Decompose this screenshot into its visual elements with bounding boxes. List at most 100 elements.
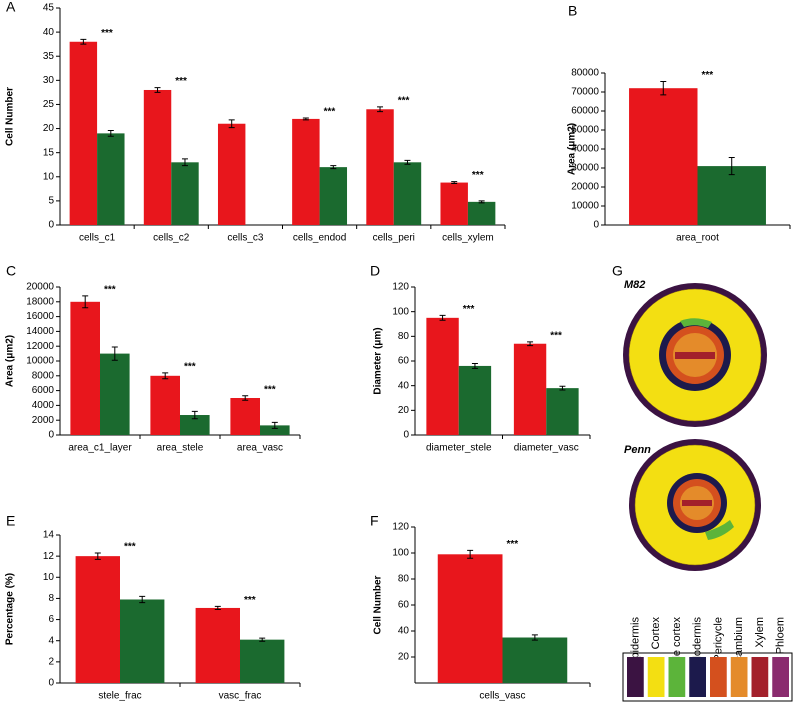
x-tick-label: area_vasc [237,443,283,454]
y-tick-label: 18000 [26,296,54,307]
significance: *** [702,70,714,81]
y-tick-label: 20000 [26,282,54,293]
bar [440,182,468,225]
bar [697,166,766,225]
error-bar [660,81,667,96]
bar [100,353,130,435]
y-tick-label: 4 [48,635,54,646]
bar [171,162,199,225]
y-tick-label: 120 [392,282,409,293]
y-tick-label: 14 [43,530,55,541]
y-tick-label: 60000 [571,106,599,117]
y-tick-label: 80 [398,574,410,585]
x-tick-label: area_stele [157,443,204,454]
bar [120,599,165,683]
bar [97,133,125,225]
bar [546,388,579,435]
error-bar [471,362,478,369]
error-bar [154,87,161,93]
y-tick-label: 100 [392,548,409,559]
y-tick-label: 8000 [32,370,55,381]
y-tick-label: 80 [398,331,410,342]
y-tick-label: 10 [43,572,55,583]
legend-swatch [730,657,748,697]
legend-swatch [772,657,789,697]
y-tick-label: 70000 [571,87,599,98]
significance: *** [184,361,196,372]
panel-label: G [612,263,623,279]
panel-label: E [6,513,15,529]
bar [426,317,459,435]
error-bar [728,157,735,176]
section-label: Penn [624,444,651,456]
bar [513,343,547,435]
xylem [682,500,712,506]
y-tick-label: 0 [48,430,54,441]
panel-label: B [568,3,577,19]
legend-label: Cortex [650,617,662,650]
y-tick-label: 120 [392,522,409,533]
y-tick-label: 80000 [571,68,599,79]
y-tick-label: 12000 [26,341,54,352]
y-tick-label: 100 [392,306,409,317]
bar [319,167,348,225]
bar [502,637,568,683]
bar [230,398,260,435]
x-tick-label: cells_endod [293,233,346,244]
legend-label: Xylem [754,617,766,648]
x-tick-label: area_root [676,233,719,244]
y-tick-label: 14000 [26,326,54,337]
y-tick-label: 2 [48,656,54,667]
y-tick-label: 60 [398,356,410,367]
error-bar [181,158,188,167]
y-tick-label: 12 [43,551,55,562]
error-bar [531,634,538,641]
error-bar [107,129,114,137]
error-bar [259,637,266,642]
x-tick-label: cells_c3 [227,233,264,244]
significance: *** [244,595,256,606]
x-tick-label: diameter_vasc [514,443,579,454]
y-tick-label: 20 [398,405,410,416]
bar [70,301,100,435]
significance: *** [398,95,410,106]
panel-label: D [370,263,380,279]
error-bar [214,605,221,611]
y-tick-label: 60 [398,600,410,611]
error-bar [467,549,474,559]
error-bar [439,314,446,321]
significance: *** [104,285,116,296]
y-tick-label: 0 [48,678,54,689]
significance: *** [472,170,484,181]
middle-cortex [680,318,712,328]
error-bar [80,38,87,45]
legend-label: Phloem [775,617,787,654]
y-tick-label: 40 [398,626,410,637]
error-bar [377,106,384,113]
error-bar [228,119,235,129]
error-bar [242,395,249,401]
bar [437,554,503,683]
error-bar [111,346,118,361]
bar [180,415,210,435]
panel-label: F [370,513,379,529]
error-bar [527,341,534,347]
significance: *** [324,107,336,118]
y-axis-label: Area (μm2) [5,335,16,387]
error-bar [404,159,411,165]
error-bar [478,200,485,204]
y-tick-label: 10000 [26,356,54,367]
y-tick-label: 15 [43,147,55,158]
legend-label: Pericycle [712,617,724,662]
panel-label: C [6,263,16,279]
y-tick-label: 30 [43,75,55,86]
x-tick-label: cells_c2 [153,233,190,244]
significance: *** [175,76,187,87]
y-tick-label: 6000 [32,385,55,396]
y-axis-label: Cell Number [373,575,384,634]
error-bar [82,295,89,309]
bar [393,162,422,225]
bar [467,201,496,225]
y-tick-label: 20 [398,652,410,663]
error-bar [271,421,278,429]
